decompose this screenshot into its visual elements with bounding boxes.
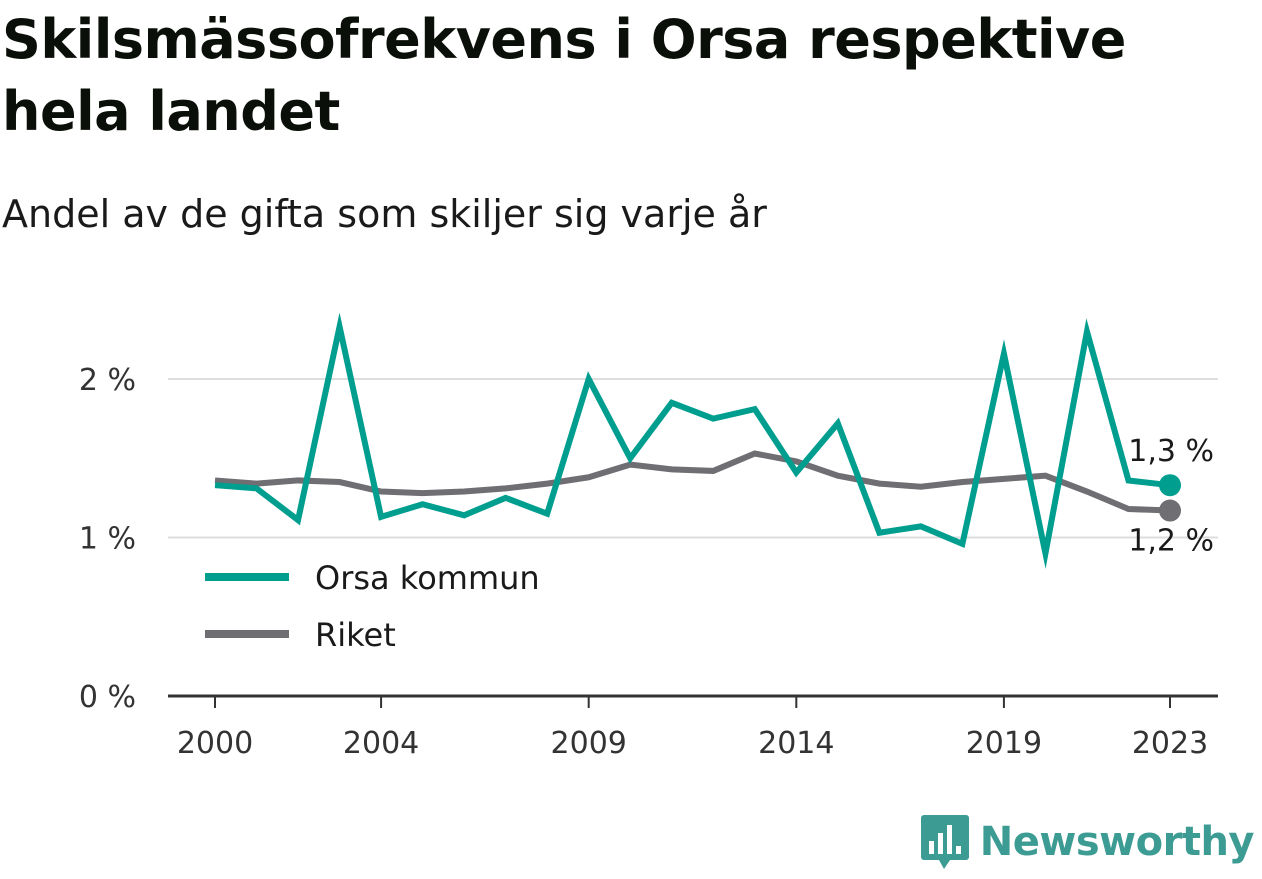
series-orsa-kommun: 1,3 %	[214, 312, 1214, 569]
legend-item: Orsa kommun	[205, 559, 540, 597]
end-point-marker	[1159, 474, 1181, 497]
newsworthy-logo: Newsworthy	[920, 813, 1255, 871]
x-tick-label: 2000	[177, 726, 253, 761]
y-tick-label: 1 %	[79, 522, 136, 557]
legend-label: Riket	[315, 616, 396, 654]
x-tick-label: 2014	[758, 726, 834, 761]
chart-subtitle: Andel av de gifta som skiljer sig varje …	[2, 192, 767, 236]
series-layer: 1,2 % 1,3 %	[214, 312, 1214, 569]
y-axis-ticks: 0 % 1 % 2 %	[79, 363, 136, 715]
end-value-label: 1,3 %	[1128, 434, 1214, 469]
x-tick-label: 2009	[551, 726, 627, 761]
brand-name: Newsworthy	[979, 819, 1255, 865]
end-value-label: 1,2 %	[1128, 524, 1214, 559]
x-tick-label: 2023	[1132, 726, 1208, 761]
y-tick-label: 2 %	[79, 363, 136, 398]
x-tick-label: 2019	[966, 726, 1042, 761]
legend-item: Riket	[205, 616, 396, 654]
legend-label: Orsa kommun	[315, 559, 540, 597]
end-point-marker	[1159, 499, 1181, 522]
y-tick-label: 0 %	[79, 680, 136, 715]
x-tick-label: 2004	[343, 726, 419, 761]
chart-title: Skilsmässofrekvens i Orsa respektive hel…	[2, 8, 1126, 143]
bar-chart-speech-bubble-icon	[920, 815, 969, 869]
series-line	[214, 312, 1171, 569]
legend: Orsa kommun Riket	[205, 559, 540, 654]
x-axis-ticks: 2000 2004 2009 2014 2019 2023	[177, 696, 1208, 761]
